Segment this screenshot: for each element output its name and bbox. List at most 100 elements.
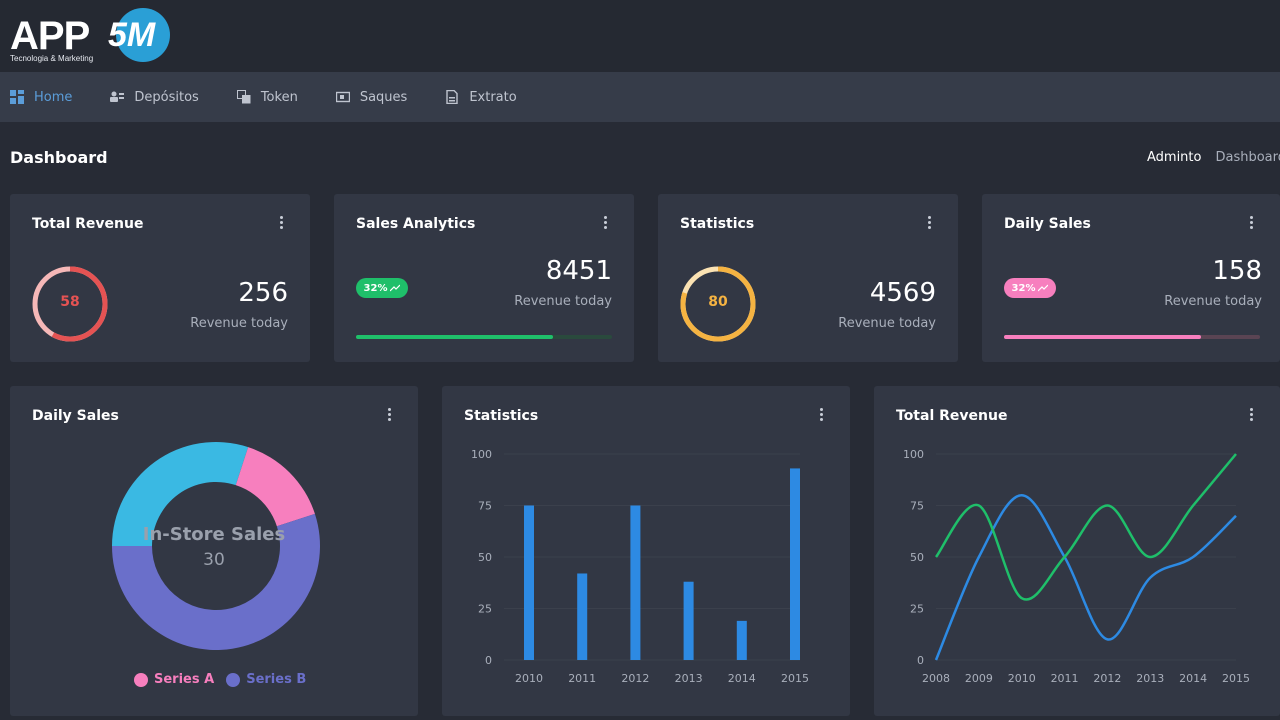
progress-fill <box>356 335 554 339</box>
bar[interactable] <box>577 573 588 660</box>
main-navbar: Home Depósitos Token Saques Extrato <box>0 72 1280 122</box>
ring-value: 80 <box>708 294 728 310</box>
panel-total-revenue: Total Revenue 0 25 50 75 100 2008 2009 2010 2011… <box>874 386 1280 716</box>
donut-slice[interactable] <box>112 442 249 546</box>
line-chart: 0 25 50 75 100 2008 2009 2010 2011 2012 2013 2014 20… <box>903 448 1250 685</box>
bar[interactable] <box>524 505 534 661</box>
bar[interactable] <box>630 505 641 661</box>
revenue-ring-arc <box>32 266 108 342</box>
more-vertical-icon[interactable] <box>926 216 932 232</box>
breadcrumb-current: Dashboard <box>1215 150 1280 165</box>
nav-item-home[interactable]: Home <box>10 72 72 122</box>
legend-dot <box>226 672 241 687</box>
x-tick-label: 2011 <box>1051 672 1079 685</box>
bar[interactable] <box>683 581 694 660</box>
nav-item-depositos[interactable]: Depósitos <box>110 72 199 122</box>
statistics-ring-arc <box>680 266 756 342</box>
card-statistics: Statistics 80 4569 Revenue today <box>658 194 958 362</box>
stat-caption: Revenue today <box>514 294 612 309</box>
x-tick-label: 2013 <box>1136 672 1164 685</box>
x-tick-label: 2010 <box>515 672 543 685</box>
donut-slice[interactable] <box>235 447 315 527</box>
trending-up-icon <box>390 284 401 292</box>
more-vertical-icon[interactable] <box>1248 408 1254 424</box>
y-tick-label: 0 <box>917 654 924 667</box>
more-vertical-icon[interactable] <box>602 216 608 232</box>
stat-caption: Revenue today <box>190 316 288 331</box>
stat-caption: Revenue today <box>1164 294 1262 309</box>
wallet-icon <box>335 91 350 103</box>
y-tick-label: 25 <box>478 603 492 616</box>
x-tick-label: 2012 <box>621 672 649 685</box>
y-tick-label: 75 <box>910 500 924 513</box>
users-icon <box>110 91 125 102</box>
card-title: Daily Sales <box>1004 216 1091 232</box>
nav-label: Depósitos <box>134 89 199 105</box>
nav-label: Home <box>34 89 73 105</box>
breadcrumb: Adminto Dashboard <box>1147 150 1280 165</box>
donut-chart <box>112 442 320 650</box>
panel-title: Daily Sales <box>32 408 119 424</box>
x-tick-label: 2010 <box>1008 672 1036 685</box>
x-tick-label: 2009 <box>965 672 993 685</box>
x-tick-label: 2015 <box>1222 672 1250 685</box>
y-tick-label: 100 <box>903 448 924 461</box>
bar[interactable] <box>736 620 747 660</box>
progress-bar <box>356 335 612 339</box>
card-daily-sales: Daily Sales 32% 158 Revenue today <box>982 194 1280 362</box>
series-line[interactable] <box>934 493 1237 661</box>
x-tick-label: 2011 <box>568 672 596 685</box>
ring-value: 58 <box>60 294 80 310</box>
more-vertical-icon[interactable] <box>1248 216 1254 232</box>
legend-label: Series B <box>246 672 307 687</box>
y-tick-label: 75 <box>478 500 492 513</box>
series-line[interactable] <box>934 453 1237 601</box>
bar[interactable] <box>790 468 800 660</box>
nav-label: Saques <box>359 89 408 105</box>
trend-badge: 32% <box>1004 278 1056 298</box>
donut-center-label: In-Store Sales <box>142 524 286 545</box>
stat-value: 158 <box>1212 256 1262 286</box>
chart-legend: Series A Series B <box>134 672 306 687</box>
nav-item-token[interactable]: Token <box>236 72 298 122</box>
legend-item-series-b[interactable]: Series B <box>226 672 306 687</box>
more-vertical-icon[interactable] <box>818 408 824 424</box>
legend-label: Series A <box>154 672 215 687</box>
panel-daily-sales: Daily Sales In-Store Sales 30 Series A S… <box>10 386 418 716</box>
nav-item-extrato[interactable]: Extrato <box>445 72 517 122</box>
badge-text: 32% <box>363 282 388 294</box>
breadcrumb-home[interactable]: Adminto <box>1146 150 1202 165</box>
nav-item-saques[interactable]: Saques <box>335 72 408 122</box>
badge-text: 32% <box>1011 282 1036 294</box>
logo-mark: 5M <box>108 16 156 54</box>
legend-item-series-a[interactable]: Series A <box>134 672 214 687</box>
document-icon <box>446 90 459 104</box>
brand-logo[interactable]: APP 5M Tecnologia & Marketing <box>10 8 180 66</box>
card-title: Sales Analytics <box>356 216 476 232</box>
x-tick-label: 2013 <box>675 672 703 685</box>
y-tick-label: 100 <box>471 448 492 461</box>
x-tick-label: 2012 <box>1093 672 1121 685</box>
trend-badge: 32% <box>356 278 408 298</box>
x-tick-label: 2015 <box>781 672 809 685</box>
trending-up-icon <box>1038 284 1049 292</box>
x-tick-label: 2014 <box>1179 672 1207 685</box>
stat-caption: Revenue today <box>838 316 936 331</box>
nav-label: Extrato <box>469 89 517 105</box>
logo-circle <box>116 8 170 62</box>
progress-bar <box>1004 335 1260 339</box>
card-title: Total Revenue <box>32 216 144 232</box>
stat-value: 256 <box>238 278 288 308</box>
donut-center-value: 30 <box>203 550 225 570</box>
more-vertical-icon[interactable] <box>278 216 284 232</box>
top-header: APP 5M Tecnologia & Marketing <box>0 0 1280 72</box>
donut-slice[interactable] <box>112 513 320 650</box>
y-tick-label: 50 <box>910 551 924 564</box>
nav-label: Token <box>260 89 298 105</box>
more-vertical-icon[interactable] <box>386 408 392 424</box>
statistics-ring <box>680 266 756 342</box>
stat-value: 4569 <box>869 278 936 308</box>
y-tick-label: 50 <box>478 551 492 564</box>
stat-value: 8451 <box>545 256 612 286</box>
panel-statistics: Statistics 0 25 50 75 100 2010 2011 2012 2013 201… <box>442 386 850 716</box>
